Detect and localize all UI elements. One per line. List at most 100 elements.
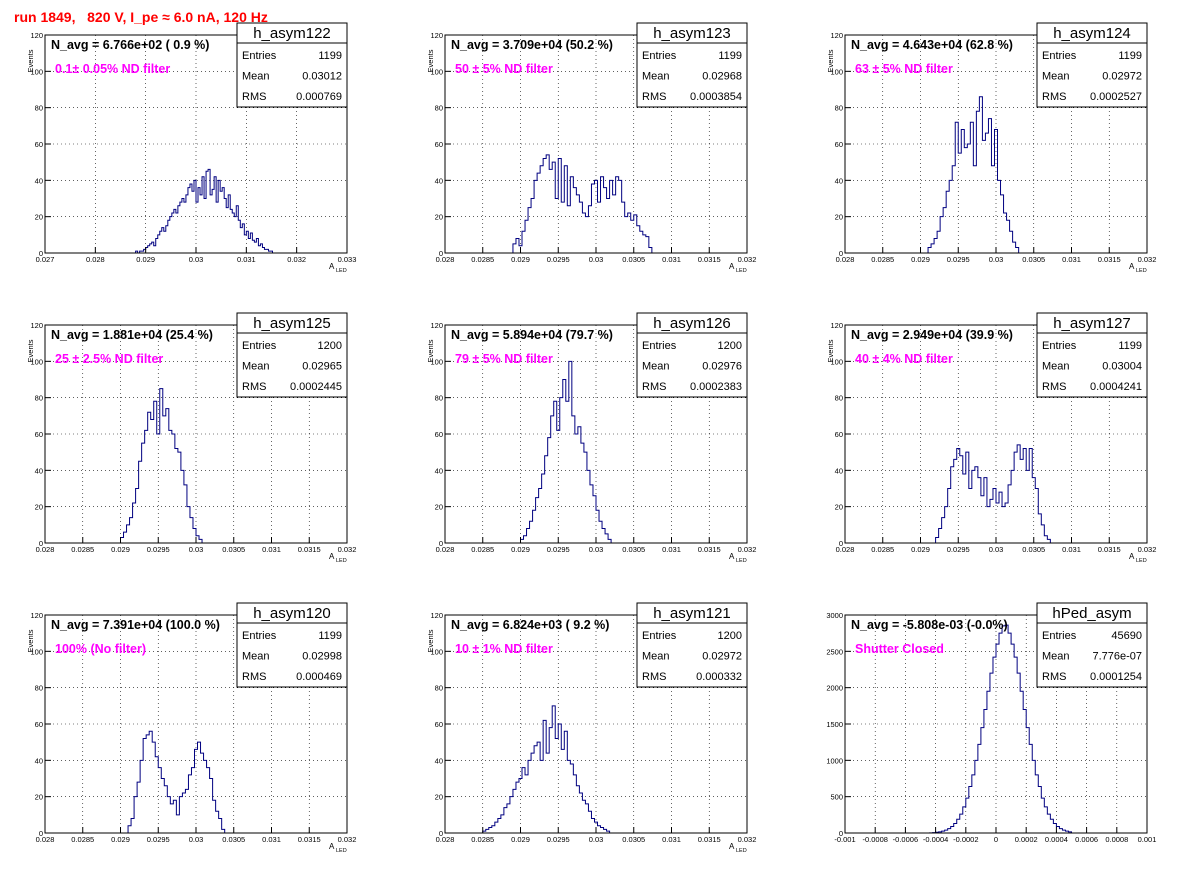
x-tick-label: 0 <box>994 835 998 844</box>
x-axis-label-subscript: LED <box>736 848 747 854</box>
stats-entries-label: Entries <box>642 630 677 642</box>
x-axis-label-subscript: LED <box>336 558 347 564</box>
x-tick-label: 0.001 <box>1138 835 1157 844</box>
x-axis-label: A <box>729 552 735 561</box>
stats-mean-value: 0.03004 <box>1102 361 1142 373</box>
x-tick-label: 0.032 <box>738 835 757 844</box>
x-tick-label: 0.0008 <box>1105 835 1128 844</box>
y-tick-label: 60 <box>835 140 843 149</box>
y-tick-label: 20 <box>35 503 43 512</box>
y-tick-label: 0 <box>439 249 443 258</box>
y-tick-label: 40 <box>835 176 843 185</box>
y-tick-label: 100 <box>30 67 43 76</box>
x-tick-label: 0.032 <box>338 835 357 844</box>
stats-mean-value: 0.02972 <box>702 651 742 663</box>
x-tick-label: 0.032 <box>1138 545 1157 554</box>
stats-mean-value: 0.03012 <box>302 71 342 83</box>
stats-mean-label: Mean <box>1042 651 1070 663</box>
stats-mean-label: Mean <box>242 361 270 373</box>
y-tick-label: 100 <box>830 67 843 76</box>
histogram-name: h_asym124 <box>1053 25 1131 42</box>
x-tick-label: 0.028 <box>836 255 855 264</box>
filter-label: Shutter Closed <box>855 642 944 656</box>
y-tick-label: 100 <box>430 357 443 366</box>
stats-rms-label: RMS <box>242 671 266 683</box>
x-axis-label-subscript: LED <box>336 268 347 274</box>
histogram-panel-h_asym123: 0.028 0.0285 0.029 0.0295 0.03 0.0305 0.031 0.0… <box>426 22 756 274</box>
histogram-panel-h_asym120: 0.028 0.0285 0.029 0.0295 0.03 0.0305 0.031 0.0… <box>26 602 357 854</box>
stats-rms-value: 0.0004241 <box>1090 381 1142 393</box>
histogram-line <box>927 96 1020 253</box>
histogram-panel-h_asym124: 0.028 0.0285 0.029 0.0295 0.03 0.0305 0.031 0.0… <box>826 22 1156 274</box>
y-tick-label: 80 <box>435 104 443 113</box>
y-tick-label: 0 <box>839 829 843 838</box>
stats-mean-label: Mean <box>1042 361 1070 373</box>
x-tick-label: 0.027 <box>36 255 55 264</box>
filter-label: 25 ± 2.5% ND filter <box>55 352 163 366</box>
y-tick-label: 100 <box>430 647 443 656</box>
stats-box-frame <box>636 312 748 398</box>
stats-mean-value: 7.776e-07 <box>1092 651 1142 663</box>
y-tick-label: 2500 <box>826 647 843 656</box>
navg-label: N_avg = 6.766e+02 ( 0.9 %) <box>51 38 209 52</box>
navg-label: N_avg = 3.709e+04 (50.2 %) <box>451 38 613 52</box>
stats-rms-label: RMS <box>642 671 666 683</box>
x-tick-label: 0.032 <box>338 545 357 554</box>
histogram-name: h_asym123 <box>653 25 731 42</box>
histogram-name: h_asym127 <box>1053 315 1131 332</box>
y-tick-label: 2000 <box>826 684 843 693</box>
stats-mean-label: Mean <box>242 71 270 83</box>
x-tick-label: 0.029 <box>511 255 530 264</box>
y-tick-label: 20 <box>435 503 443 512</box>
y-tick-label: 40 <box>835 466 843 475</box>
y-tick-label: 20 <box>35 793 43 802</box>
stats-entries-value: 1199 <box>318 50 342 62</box>
y-tick-label: 500 <box>830 793 843 802</box>
filter-label: 10 ± 1% ND filter <box>455 642 553 656</box>
y-tick-label: 120 <box>30 31 43 40</box>
stats-entries-value: 1199 <box>1118 340 1142 352</box>
stats-rms-label: RMS <box>1042 91 1066 103</box>
x-tick-label: -0.0008 <box>862 835 887 844</box>
y-axis-label: Events <box>26 339 35 362</box>
stats-mean-value: 0.02965 <box>302 361 342 373</box>
stats-mean-label: Mean <box>642 361 670 373</box>
x-tick-label: 0.0295 <box>947 545 970 554</box>
stats-box-frame <box>1036 602 1148 688</box>
y-tick-label: 20 <box>435 213 443 222</box>
x-tick-label: 0.0295 <box>547 255 570 264</box>
x-tick-label: 0.0305 <box>1022 255 1045 264</box>
histogram-panel-h_asym126: 0.028 0.0285 0.029 0.0295 0.03 0.0305 0.031 0.0… <box>426 312 756 564</box>
y-tick-label: 60 <box>835 430 843 439</box>
histogram-name: h_asym121 <box>653 605 731 622</box>
y-tick-label: 20 <box>35 213 43 222</box>
stats-rms-value: 0.000332 <box>696 671 742 683</box>
navg-label: N_avg = 4.643e+04 (62.8 %) <box>851 38 1013 52</box>
y-axis-label: Events <box>426 49 435 72</box>
x-axis-label: A <box>329 842 335 851</box>
stats-rms-label: RMS <box>1042 381 1066 393</box>
x-tick-label: 0.0315 <box>1098 545 1121 554</box>
x-tick-label: 0.028 <box>36 835 55 844</box>
y-tick-label: 80 <box>835 104 843 113</box>
x-tick-label: 0.0285 <box>71 835 94 844</box>
y-tick-label: 80 <box>35 684 43 693</box>
x-tick-label: 0.029 <box>111 545 130 554</box>
x-tick-label: 0.0285 <box>471 255 494 264</box>
y-tick-label: 0 <box>39 249 43 258</box>
filter-label: 0.1± 0.05% ND filter <box>55 62 170 76</box>
x-tick-label: 0.031 <box>1062 255 1081 264</box>
histogram-line <box>512 154 653 253</box>
stats-entries-value: 1199 <box>318 630 342 642</box>
stats-rms-value: 0.0002527 <box>1090 91 1142 103</box>
x-axis-label: A <box>329 262 335 271</box>
stats-entries-value: 1199 <box>718 50 742 62</box>
x-tick-label: 0.0285 <box>871 545 894 554</box>
filter-label: 63 ± 5% ND filter <box>855 62 953 76</box>
y-tick-label: 1000 <box>826 756 843 765</box>
histogram-line <box>127 730 226 833</box>
stats-rms-value: 0.000469 <box>296 671 342 683</box>
x-tick-label: 0.028 <box>86 255 105 264</box>
y-tick-label: 40 <box>435 176 443 185</box>
x-tick-label: 0.0285 <box>71 545 94 554</box>
